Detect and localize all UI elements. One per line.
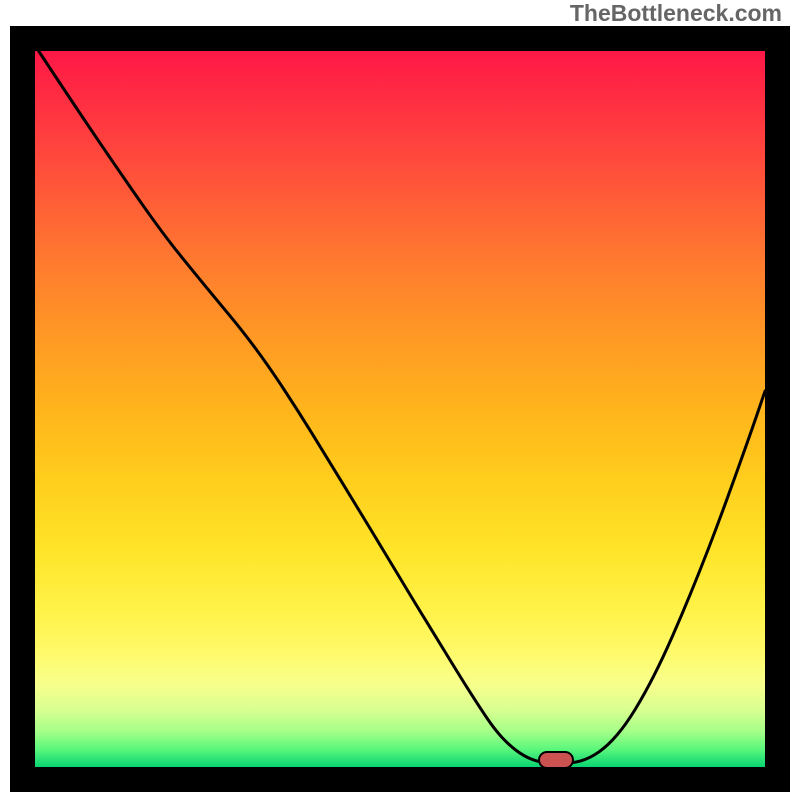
optimal-point-marker <box>538 751 574 767</box>
chart-plot-area <box>35 51 765 767</box>
bottleneck-svg <box>35 51 765 767</box>
watermark-text: TheBottleneck.com <box>570 0 782 27</box>
bottleneck-curve <box>39 51 765 763</box>
